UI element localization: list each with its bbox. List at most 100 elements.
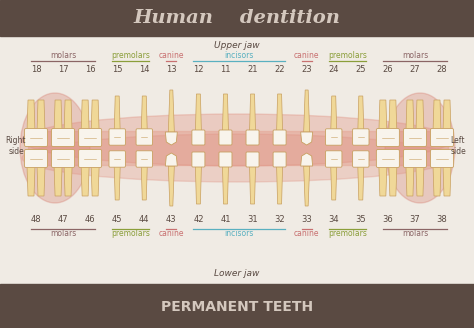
Text: PERMANENT TEETH: PERMANENT TEETH (161, 300, 313, 314)
FancyBboxPatch shape (376, 150, 400, 168)
Ellipse shape (22, 114, 452, 166)
Text: 17: 17 (58, 65, 68, 73)
Polygon shape (277, 166, 283, 204)
Polygon shape (249, 94, 255, 132)
Text: 15: 15 (112, 65, 122, 73)
Polygon shape (389, 166, 397, 196)
Ellipse shape (20, 93, 90, 203)
FancyBboxPatch shape (25, 129, 47, 147)
Text: premolars: premolars (111, 51, 150, 60)
Text: 37: 37 (410, 215, 420, 224)
Polygon shape (37, 100, 45, 132)
Text: canine: canine (159, 51, 184, 60)
Polygon shape (141, 166, 147, 200)
Polygon shape (54, 166, 62, 196)
Ellipse shape (385, 93, 455, 203)
Bar (0, 0, 474, 36)
Polygon shape (222, 94, 228, 132)
Text: premolars: premolars (328, 51, 367, 60)
Polygon shape (64, 166, 72, 196)
Text: canine: canine (159, 230, 184, 238)
Text: 35: 35 (356, 215, 366, 224)
FancyBboxPatch shape (403, 150, 427, 168)
Text: premolars: premolars (328, 230, 367, 238)
Polygon shape (91, 166, 99, 196)
Polygon shape (331, 166, 337, 200)
Text: Left
side: Left side (450, 136, 466, 156)
FancyBboxPatch shape (52, 150, 74, 168)
Bar (0, 284, 474, 328)
Polygon shape (433, 166, 441, 196)
FancyBboxPatch shape (273, 130, 286, 145)
FancyBboxPatch shape (219, 130, 232, 145)
Polygon shape (165, 153, 177, 166)
Text: 24: 24 (328, 65, 339, 73)
FancyBboxPatch shape (246, 130, 259, 145)
Text: 43: 43 (166, 215, 177, 224)
Polygon shape (81, 166, 89, 196)
Polygon shape (141, 96, 147, 132)
Polygon shape (443, 166, 451, 196)
FancyBboxPatch shape (326, 129, 342, 145)
FancyBboxPatch shape (353, 129, 369, 145)
Text: 23: 23 (301, 65, 312, 73)
Text: 31: 31 (247, 215, 258, 224)
Polygon shape (416, 100, 424, 132)
FancyBboxPatch shape (136, 129, 153, 145)
Polygon shape (168, 90, 174, 132)
Polygon shape (64, 100, 72, 132)
Polygon shape (249, 166, 255, 204)
FancyBboxPatch shape (192, 130, 205, 145)
Polygon shape (114, 96, 120, 132)
Text: 47: 47 (58, 215, 68, 224)
FancyBboxPatch shape (192, 152, 205, 167)
Polygon shape (277, 94, 283, 132)
FancyBboxPatch shape (136, 151, 153, 167)
FancyBboxPatch shape (219, 152, 232, 167)
Text: 27: 27 (410, 65, 420, 73)
Text: molars: molars (402, 51, 428, 60)
Polygon shape (416, 166, 424, 196)
Text: 38: 38 (437, 215, 447, 224)
Text: canine: canine (294, 51, 319, 60)
Polygon shape (389, 100, 397, 132)
FancyBboxPatch shape (79, 150, 101, 168)
Polygon shape (379, 100, 387, 132)
Polygon shape (301, 153, 313, 166)
FancyBboxPatch shape (79, 129, 101, 147)
Polygon shape (165, 132, 177, 145)
Polygon shape (406, 166, 414, 196)
FancyBboxPatch shape (52, 129, 74, 147)
FancyBboxPatch shape (273, 152, 286, 167)
Text: premolars: premolars (111, 230, 150, 238)
Polygon shape (168, 166, 174, 206)
Text: incisors: incisors (224, 51, 254, 60)
Text: 42: 42 (193, 215, 204, 224)
Text: incisors: incisors (224, 230, 254, 238)
Text: Upper jaw: Upper jaw (214, 42, 260, 51)
Text: 45: 45 (112, 215, 122, 224)
Polygon shape (81, 100, 89, 132)
Polygon shape (433, 100, 441, 132)
Text: canine: canine (294, 230, 319, 238)
Polygon shape (114, 166, 120, 200)
FancyBboxPatch shape (376, 129, 400, 147)
Polygon shape (195, 94, 201, 132)
Polygon shape (331, 96, 337, 132)
Text: 28: 28 (437, 65, 447, 73)
Polygon shape (301, 132, 313, 145)
Ellipse shape (22, 134, 452, 182)
Text: molars: molars (50, 51, 76, 60)
Text: 11: 11 (220, 65, 231, 73)
Text: Right
side: Right side (6, 136, 26, 156)
Polygon shape (304, 90, 310, 132)
Text: 25: 25 (356, 65, 366, 73)
Text: 33: 33 (301, 215, 312, 224)
Text: 44: 44 (139, 215, 149, 224)
Polygon shape (195, 166, 201, 204)
Polygon shape (304, 166, 310, 206)
Bar (28, 131, 448, 165)
Text: Human    dentition: Human dentition (134, 9, 340, 27)
Text: 36: 36 (383, 215, 393, 224)
Polygon shape (222, 166, 228, 204)
